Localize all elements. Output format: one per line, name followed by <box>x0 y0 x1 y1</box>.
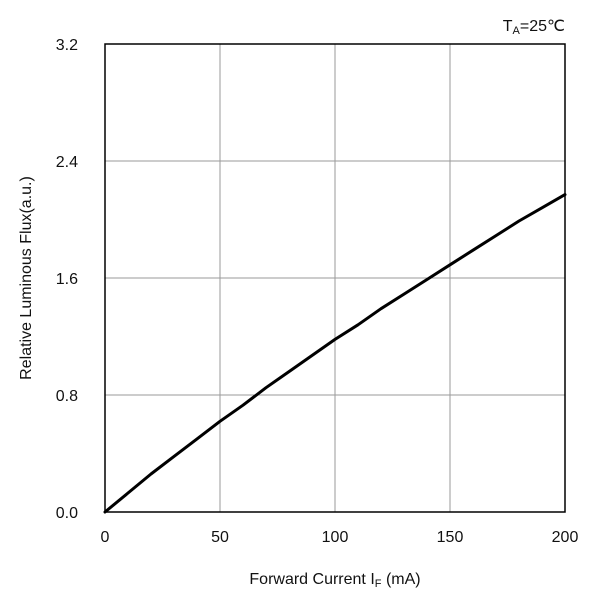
y-tick-label: 3.2 <box>56 37 78 54</box>
x-tick-labels: 0 50 100 150 200 <box>101 529 579 546</box>
y-tick-labels: 0.0 0.8 1.6 2.4 3.2 <box>56 37 78 522</box>
x-axis-label: Forward Current IF (mA) <box>249 571 420 590</box>
annotation-subscript: A <box>513 25 521 37</box>
y-tick-label: 1.6 <box>56 271 78 288</box>
y-tick-label: 0.0 <box>56 505 78 522</box>
x-tick-label: 200 <box>552 529 579 546</box>
x-tick-label: 50 <box>211 529 229 546</box>
series-layer <box>103 193 567 514</box>
y-tick-label: 0.8 <box>56 388 78 405</box>
plot-frame <box>104 43 566 513</box>
x-tick-label: 150 <box>437 529 464 546</box>
series-line <box>103 193 567 514</box>
grid-lines <box>105 44 565 512</box>
y-tick-label: 2.4 <box>56 154 78 171</box>
x-tick-label: 100 <box>322 529 349 546</box>
y-axis-label: Relative Luminous Flux(a.u.) <box>18 176 35 380</box>
x-axis-label-subscript: F <box>375 578 382 590</box>
temperature-annotation: TA=25℃ <box>503 18 565 37</box>
x-tick-label: 0 <box>101 529 110 546</box>
